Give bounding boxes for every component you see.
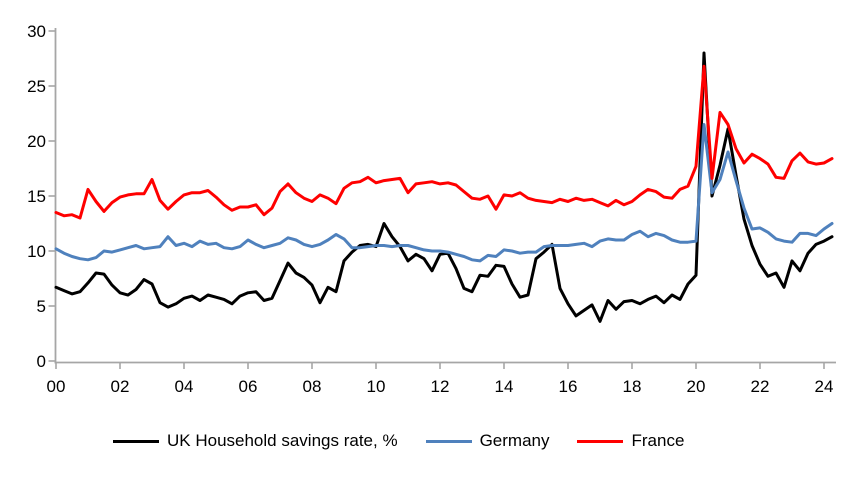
y-tick-label: 15	[27, 187, 46, 206]
x-tick-label: 06	[239, 377, 258, 396]
legend-label-france: France	[631, 431, 685, 450]
legend-item-germany: Germany	[425, 429, 550, 453]
legend-label-germany: Germany	[479, 431, 550, 450]
y-tick-label: 25	[27, 77, 46, 96]
x-tick-label: 12	[431, 377, 450, 396]
legend-line-swatch-germany	[425, 439, 472, 443]
x-tick-label: 00	[47, 377, 66, 396]
legend-label-uk: UK Household savings rate, %	[167, 431, 398, 450]
x-tick-label: 04	[175, 377, 194, 396]
y-tick-label: 20	[27, 132, 46, 151]
legend-item-france: France	[577, 429, 684, 453]
legend-item-uk: UK Household savings rate, %	[113, 429, 398, 453]
legend-line-swatch-france	[577, 439, 624, 443]
germany-line	[54, 123, 834, 263]
y-tick-label: 10	[27, 242, 46, 261]
chart-legend: UK Household savings rate, % Germany Fra…	[113, 429, 684, 453]
x-tick-label: 02	[111, 377, 130, 396]
legend-line-swatch-uk	[113, 439, 159, 443]
y-tick-label: 30	[27, 22, 46, 41]
x-tick-label: 22	[751, 377, 770, 396]
y-tick-label: 0	[37, 352, 46, 371]
france-line	[54, 64, 834, 220]
x-tick-label: 20	[687, 377, 706, 396]
x-tick-label: 14	[495, 377, 514, 396]
x-tick-label: 24	[815, 377, 834, 396]
x-tick-label: 16	[559, 377, 578, 396]
x-tick-label: 18	[623, 377, 642, 396]
x-tick-label: 08	[303, 377, 322, 396]
y-tick-label: 5	[37, 297, 46, 316]
x-tick-label: 10	[367, 377, 386, 396]
